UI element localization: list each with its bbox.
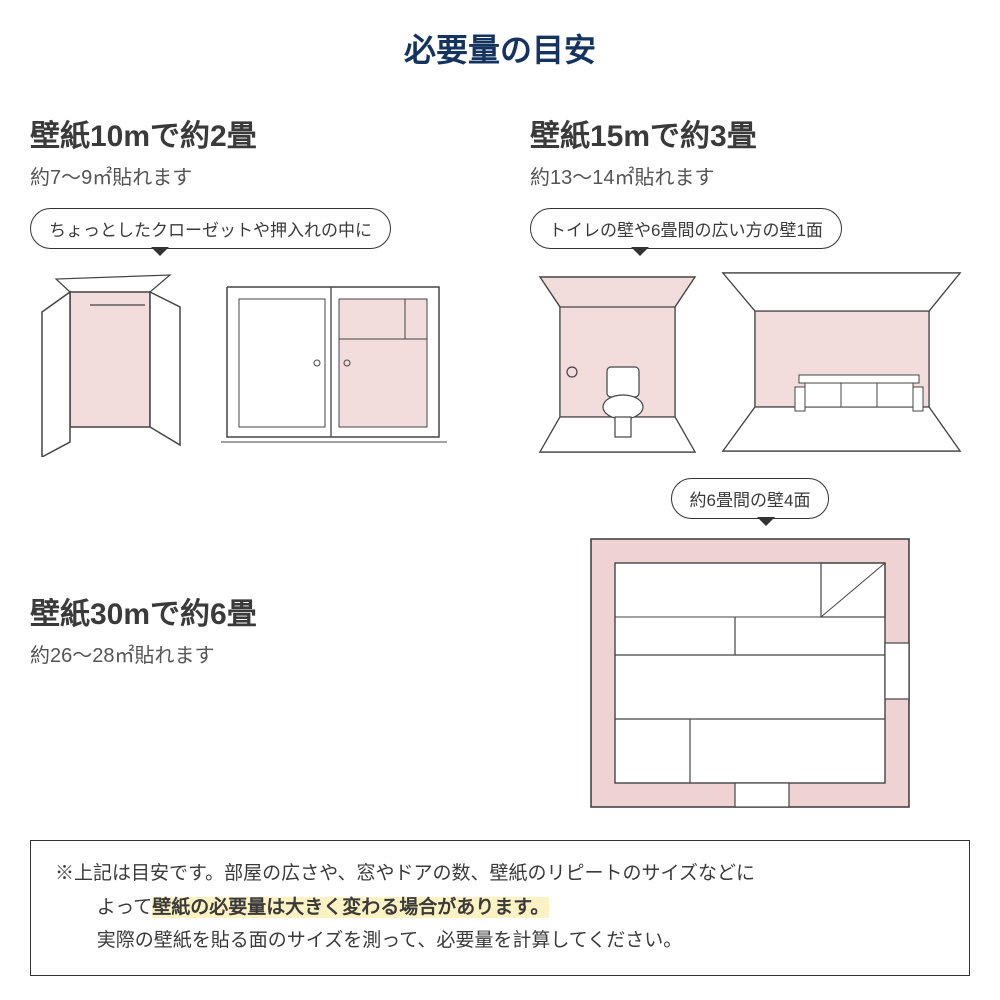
closet-illustration bbox=[30, 267, 205, 457]
footnote-highlight: 壁紙の必要量は大きく変わる場合があります。 bbox=[152, 897, 549, 918]
page-title: 必要量の目安 bbox=[30, 25, 970, 71]
footnote-line2: よって壁紙の必要量は大きく変わる場合があります。 bbox=[55, 891, 945, 924]
section-10m-sub: 約7〜9㎡貼れます bbox=[30, 161, 470, 190]
toilet-illustration bbox=[530, 267, 705, 462]
section-30m-illustration-block: 約6畳間の壁4面 bbox=[530, 478, 970, 813]
section-10m: 壁紙10mで約2畳 約7〜9㎡貼れます ちょっとしたクローゼットや押入れの中に bbox=[30, 111, 470, 462]
section-30m: 壁紙30mで約6畳 約26〜28㎡貼れます bbox=[30, 462, 470, 813]
section-15m-callout: トイレの壁や6畳間の広い方の壁1面 bbox=[530, 208, 842, 249]
footnote-box: ※上記は目安です。部屋の広さや、窓やドアの数、壁紙のリピートのサイズなどに よっ… bbox=[30, 840, 970, 976]
section-10m-illustrations bbox=[30, 267, 470, 462]
footnote-line1: ※上記は目安です。部屋の広さや、窓やドアの数、壁紙のリピートのサイズなどに bbox=[55, 857, 945, 890]
footnote-line3: 実際の壁紙を貼る面のサイズを測って、必要量を計算してください。 bbox=[55, 924, 945, 957]
section-15m-sub: 約13〜14㎡貼れます bbox=[530, 161, 970, 190]
footnote-line2-pre: よって bbox=[97, 897, 152, 918]
section-30m-title: 壁紙30mで約6畳 bbox=[30, 589, 470, 633]
section-15m-title: 壁紙15mで約3畳 bbox=[530, 111, 970, 155]
section-15m-illustrations bbox=[530, 267, 970, 462]
section-30m-sub: 約26〜28㎡貼れます bbox=[30, 639, 470, 668]
sliding-door-illustration bbox=[219, 267, 454, 462]
section-30m-callout: 約6畳間の壁4面 bbox=[671, 478, 830, 519]
section-10m-title: 壁紙10mで約2畳 bbox=[30, 111, 470, 155]
floor-plan-illustration bbox=[585, 533, 915, 813]
room-wall-illustration bbox=[719, 267, 964, 462]
sections-grid: 壁紙10mで約2畳 約7〜9㎡貼れます ちょっとしたクローゼットや押入れの中に bbox=[30, 111, 970, 813]
section-10m-callout: ちょっとしたクローゼットや押入れの中に bbox=[30, 208, 391, 249]
section-15m: 壁紙15mで約3畳 約13〜14㎡貼れます トイレの壁や6畳間の広い方の壁1面 bbox=[530, 111, 970, 462]
